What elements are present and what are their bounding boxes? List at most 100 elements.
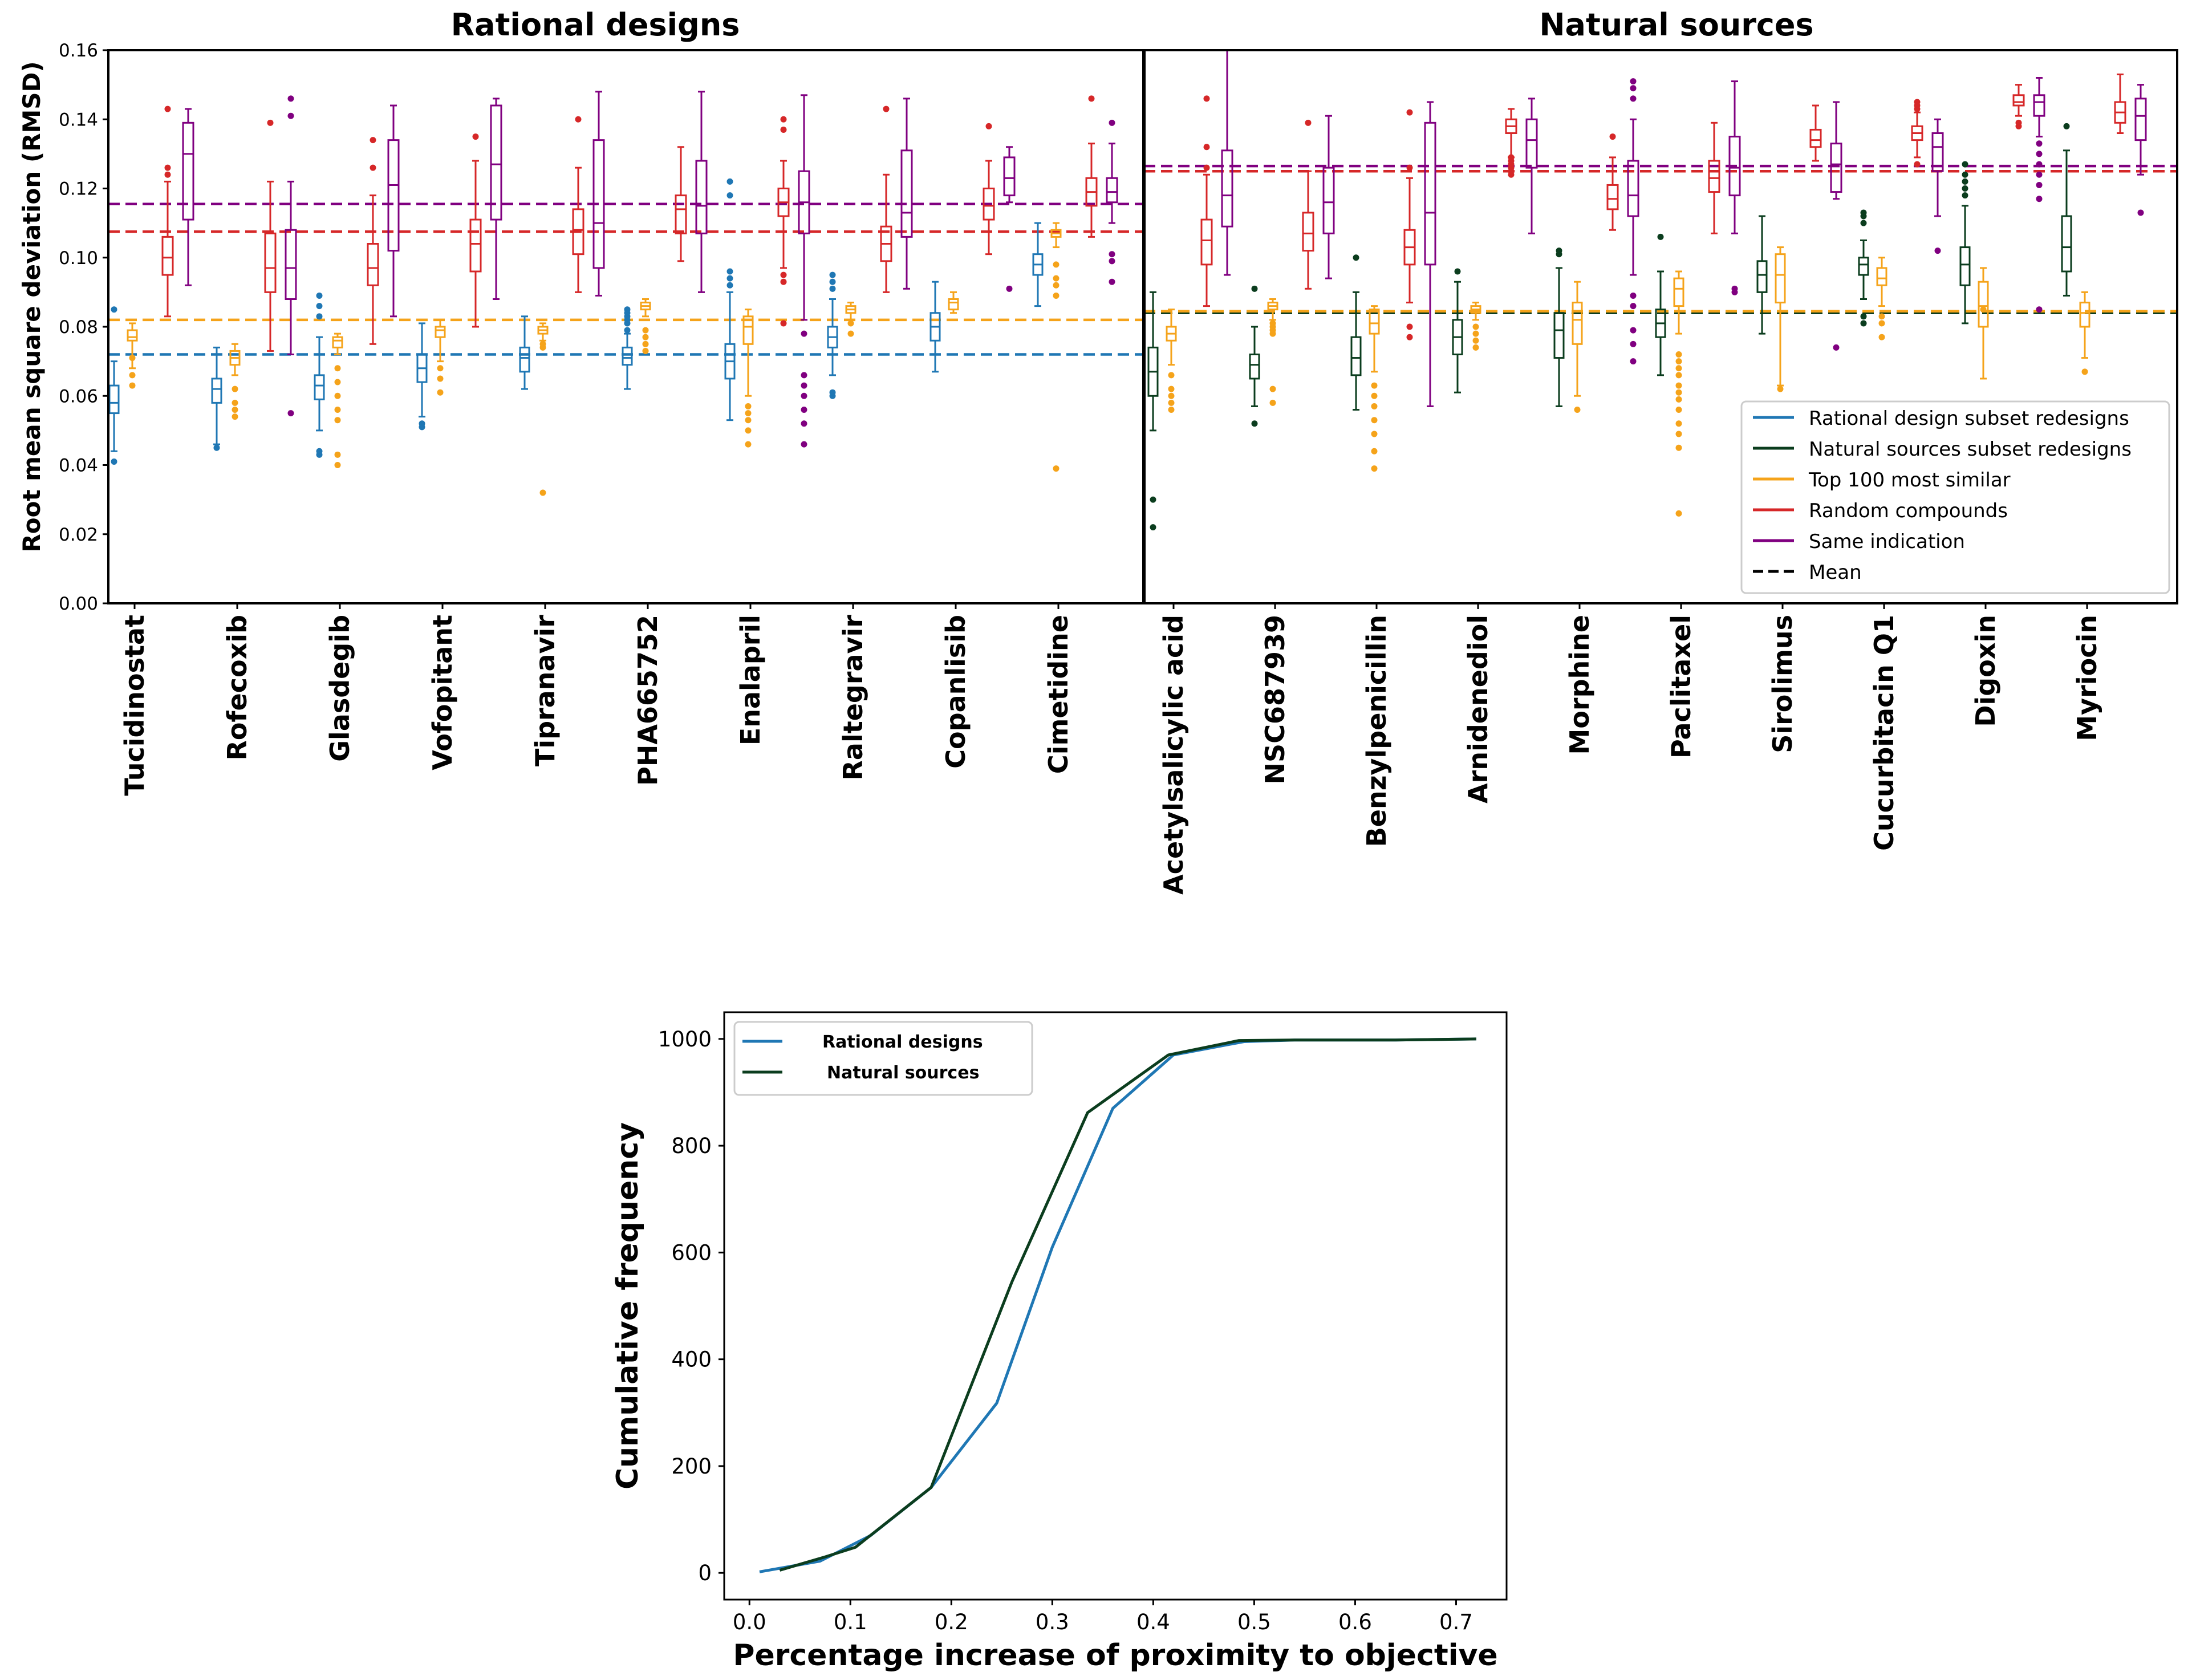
outlier-point [1269,320,1276,327]
outlier-point [1109,119,1115,126]
y-tick-label: 0.08 [59,317,98,338]
outlier-point [745,441,752,448]
outlier-point [129,372,136,379]
outlier-point [1454,268,1461,275]
box [592,139,605,269]
outlier-point [334,462,341,468]
box [1221,149,1233,228]
outlier-point [111,458,117,465]
outlier-point [1675,510,1682,517]
outlier-point [2036,306,2043,313]
box [983,188,995,221]
box [2061,215,2072,273]
outlier-point [1609,133,1616,140]
box [211,378,222,404]
outlier-point [1269,385,1276,392]
outlier-point [2015,119,2022,126]
outlier-point [370,137,376,144]
outlier-point [287,112,294,119]
box [2134,98,2147,141]
legend-frame [1740,400,2170,594]
outlier-point [1914,99,1921,105]
x-tick-label: Sirolimus [1767,615,1798,753]
outlier-point [1371,448,1378,455]
box [1322,167,1335,234]
outlier-point [1630,340,1637,347]
box [264,232,277,293]
outlier-point [801,441,807,448]
x-tick-label: Enalapril [735,615,766,745]
outlier-point [780,126,787,133]
box [1959,246,1971,286]
outlier-point [1860,209,1867,216]
cumulative-content: 0.0 0.1 0.2 0.3 0.4 0.5 0.6 0.7 0 200 400 600 800 100… [658,1027,1476,1634]
outlier-point [745,417,752,424]
box [1606,184,1619,210]
x-tick-label: Arnidenediol [1463,615,1493,804]
outlier-point [129,382,136,389]
x-tick-label: 0.6 [1338,1610,1372,1634]
legend-label-random: Random compounds [1809,500,2008,522]
outlier-point [801,392,807,399]
outlier-point [2036,196,2043,202]
outlier-point [1675,396,1682,403]
outlier-point [1203,95,1210,102]
cumulative-legend-frame [733,1021,1033,1096]
outlier-point [1269,399,1276,406]
outlier-point [1168,399,1175,406]
outlier-point [642,347,649,354]
y-tick-label: 0.02 [59,525,98,545]
x-tick-label: Glasdegib [324,615,355,762]
box [2012,94,2025,107]
boxplot-panel: Rational designs Natural sources Root me… [18,7,2178,895]
x-tick-label: Vofopitant [427,615,458,770]
outlier-point [801,382,807,389]
box [1350,336,1362,376]
outlier-point [164,164,171,171]
outlier-point [1962,178,1968,185]
cumulative-x-axis-label: Percentage increase of proximity to obje… [733,1638,1497,1673]
outlier-point [801,407,807,413]
outlier-point [1675,444,1682,451]
outlier-point [1962,161,1968,168]
outlier-point [1934,247,1941,254]
outlier-point [1675,365,1682,372]
outlier-point [1168,407,1175,413]
outlier-point [1150,524,1156,531]
cumulative-y-axis-label: Cumulative frequency [611,1122,645,1490]
outlier-point [2137,209,2144,216]
box [1728,136,1741,197]
cumulative-legend: Rational designs Natural sources [733,1021,1033,1096]
boxplot-content: 0.00 0.02 0.04 0.06 0.08 0.10 0.12 0.14 0.16 Tuci… [59,40,2177,895]
box [622,346,633,366]
outlier-point [1305,119,1312,126]
outlier-point [1878,334,1885,340]
outlier-point [1371,392,1378,399]
outlier-point [1053,292,1060,299]
outlier-point [847,320,854,327]
outlier-point [334,451,341,458]
outlier-point [1371,417,1378,424]
legend-label-mean: Mean [1809,561,1862,584]
right-panel-title: Natural sources [1539,7,1813,43]
box [1106,177,1118,204]
outlier-point [164,105,171,112]
outlier-point [232,385,238,392]
outlier-point [437,375,444,382]
x-tick-label: Raltegravir [838,615,868,781]
x-tick-label: Morphine [1564,615,1595,754]
outlier-point [1962,185,1968,192]
outlier-point [1371,382,1378,389]
outlier-point [1053,465,1060,472]
x-tick-label: Acetylsalicylic acid [1158,615,1189,895]
box [1775,253,1786,304]
outlier-point [1833,344,1840,351]
x-tick-label: 0.2 [935,1610,968,1634]
outlier-point [780,116,787,123]
y-tick-label: 0.06 [59,386,98,407]
outlier-point [1109,278,1115,285]
outlier-point [129,355,136,362]
y-tick-label: 0.04 [59,456,98,476]
outlier-point [801,330,807,337]
box [1424,121,1436,266]
